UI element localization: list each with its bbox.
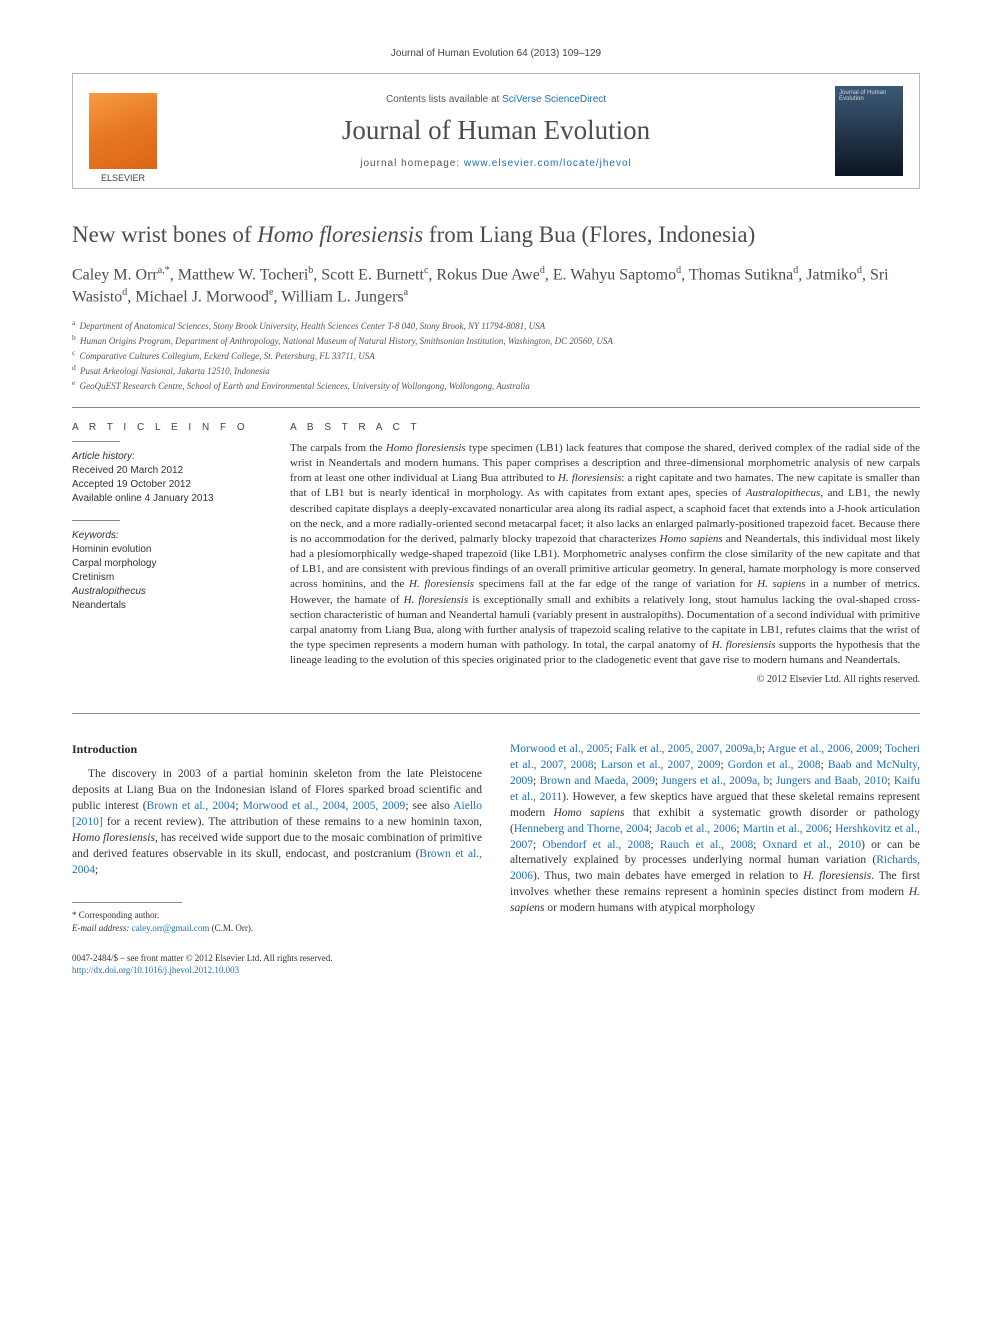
title-italic: Homo floresiensis — [257, 222, 423, 247]
keyword: Cretinism — [72, 571, 262, 585]
abstract-copyright: © 2012 Elsevier Ltd. All rights reserved… — [290, 674, 920, 685]
rule-top — [72, 407, 920, 408]
title-post: from Liang Bua (Flores, Indonesia) — [423, 222, 755, 247]
affiliation-line: d Pusat Arkeologi Nasional, Jakarta 1251… — [72, 363, 920, 378]
history-line: Available online 4 January 2013 — [72, 492, 262, 506]
homepage-link[interactable]: www.elsevier.com/locate/jhevol — [464, 158, 632, 169]
short-rule-1 — [72, 441, 120, 442]
sciencedirect-link[interactable]: SciVerse ScienceDirect — [502, 94, 606, 105]
keyword: Hominin evolution — [72, 543, 262, 557]
journal-name: Journal of Human Evolution — [173, 115, 819, 146]
keyword: Australopithecus — [72, 585, 262, 599]
article-title: New wrist bones of Homo floresiensis fro… — [72, 221, 920, 250]
footer: 0047-2484/$ – see front matter © 2012 El… — [72, 952, 482, 976]
article-history: Article history: Received 20 March 2012A… — [72, 450, 262, 506]
email-link[interactable]: caley.orr@gmail.com — [132, 923, 210, 933]
journal-header: Contents lists available at SciVerse Sci… — [72, 73, 920, 189]
footnote-email: E-mail address: caley.orr@gmail.com (C.M… — [72, 922, 482, 934]
intro-col1: The discovery in 2003 of a partial homin… — [72, 767, 482, 878]
footnote-separator — [72, 902, 182, 903]
abstract-label: A B S T R A C T — [290, 422, 920, 433]
abstract-text: The carpals from the Homo floresiensis t… — [290, 441, 920, 669]
history-hdr: Article history: — [72, 450, 262, 464]
journal-cover-thumb — [835, 86, 903, 176]
email-who: (C.M. Orr). — [212, 923, 254, 933]
contents-prefix: Contents lists available at — [386, 94, 502, 105]
footnote-corresponding: * Corresponding author. — [72, 909, 482, 921]
intro-heading: Introduction — [72, 742, 482, 757]
authors: Caley M. Orra,*, Matthew W. Tocherib, Sc… — [72, 264, 920, 308]
affiliation-line: a Department of Anatomical Sciences, Sto… — [72, 318, 920, 333]
contents-available: Contents lists available at SciVerse Sci… — [173, 94, 819, 105]
affiliation-line: e GeoQuEST Research Centre, School of Ea… — [72, 378, 920, 393]
keyword: Carpal morphology — [72, 557, 262, 571]
affiliation-line: c Comparative Cultures Collegium, Eckerd… — [72, 348, 920, 363]
journal-homepage: journal homepage: www.elsevier.com/locat… — [173, 158, 819, 169]
title-pre: New wrist bones of — [72, 222, 257, 247]
email-label: E-mail address: — [72, 923, 129, 933]
short-rule-2 — [72, 520, 120, 521]
affiliation-line: b Human Origins Program, Department of A… — [72, 333, 920, 348]
keywords-hdr: Keywords: — [72, 529, 262, 543]
elsevier-logo — [89, 93, 157, 169]
affiliations: a Department of Anatomical Sciences, Sto… — [72, 318, 920, 393]
keywords: Keywords: Hominin evolutionCarpal morpho… — [72, 529, 262, 613]
keyword: Neandertals — [72, 599, 262, 613]
article-info-label: A R T I C L E I N F O — [72, 422, 262, 433]
citation: Journal of Human Evolution 64 (2013) 109… — [72, 48, 920, 59]
homepage-prefix: journal homepage: — [360, 158, 464, 169]
footer-copyright: 0047-2484/$ – see front matter © 2012 El… — [72, 952, 482, 964]
intro-col2: Morwood et al., 2005; Falk et al., 2005,… — [510, 742, 920, 916]
history-line: Accepted 19 October 2012 — [72, 478, 262, 492]
rule-mid — [72, 713, 920, 714]
history-line: Received 20 March 2012 — [72, 464, 262, 478]
doi-link[interactable]: http://dx.doi.org/10.1016/j.jhevol.2012.… — [72, 965, 239, 975]
